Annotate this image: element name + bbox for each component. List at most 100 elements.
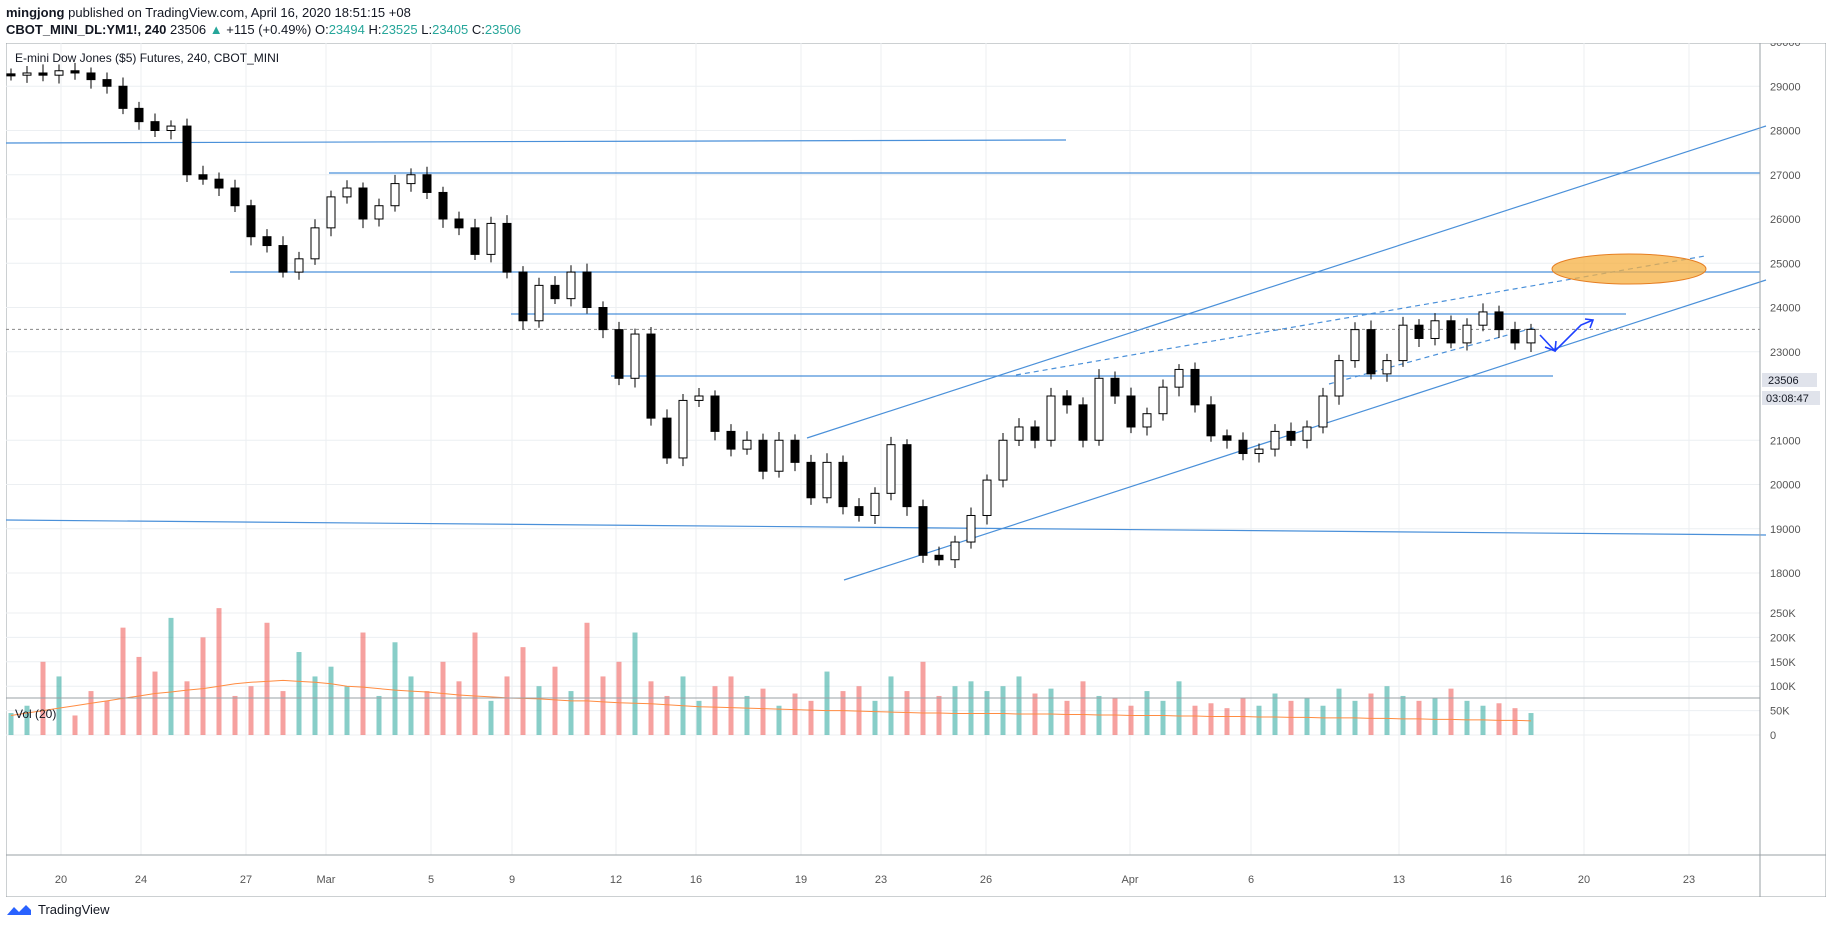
volume-bar: [1416, 700, 1422, 735]
volume-bar: [1224, 708, 1230, 735]
last-price-tag: [1762, 373, 1817, 387]
volume-bar: [632, 632, 638, 735]
volume-bar: [744, 695, 750, 735]
candle-body: [662, 417, 672, 459]
candle-body: [1238, 439, 1248, 455]
candle-body: [1318, 395, 1328, 428]
time-tick-label: 19: [795, 874, 807, 886]
volume-axis[interactable]: 0 50K 100K 150K 200K 250K: [1770, 608, 1796, 742]
trend-line[interactable]: [6, 519, 1767, 536]
chart-title: E-mini Dow Jones ($5) Futures, 240, CBOT…: [15, 51, 279, 65]
candle-body: [1142, 413, 1152, 428]
candle-body: [1270, 430, 1280, 450]
volume-bar: [472, 632, 478, 735]
volume-bar: [872, 700, 878, 735]
candle-body: [566, 271, 576, 300]
chart-header: mingjong published on TradingView.com, A…: [6, 4, 521, 38]
volume-bar: [1368, 693, 1374, 735]
volume-bar: [840, 691, 846, 735]
candle-body: [294, 258, 304, 273]
author-name[interactable]: mingjong: [6, 5, 65, 20]
candle-body: [118, 85, 128, 109]
time-tick-label: 23: [875, 874, 887, 886]
volume-bar: [216, 608, 222, 735]
volume-bar: [1144, 691, 1150, 735]
candle-body: [1254, 448, 1264, 455]
close-value: 23506: [484, 22, 522, 37]
volume-bar: [520, 647, 526, 735]
volume-bar: [952, 686, 958, 735]
volume-tick-label: 0: [1770, 730, 1776, 742]
volume-bar: [264, 622, 270, 735]
price-tick-label: 27000: [1770, 170, 1801, 182]
candle-body: [1382, 360, 1392, 375]
candle-body: [246, 205, 256, 238]
volume-bar: [1016, 676, 1022, 735]
footer: TradingView: [6, 902, 110, 917]
volume-bar: [1496, 703, 1502, 735]
candles-series: [6, 62, 1536, 568]
candle-body: [982, 479, 992, 516]
volume-bar: [1432, 698, 1438, 735]
last-price: 23506: [170, 22, 207, 37]
volume-bar: [296, 652, 302, 735]
tradingview-brand[interactable]: TradingView: [38, 902, 110, 917]
candle-body: [70, 70, 80, 74]
low-label: L:: [421, 22, 433, 37]
chart-canvas[interactable]: 1800019000200002100022000230002400025000…: [6, 43, 1826, 897]
volume-bar: [456, 681, 462, 735]
price-tick-label: 21000: [1770, 435, 1801, 447]
candle-body: [998, 439, 1008, 481]
volume-bar: [584, 622, 590, 735]
price-tick-label: 29000: [1770, 81, 1801, 93]
candle-body: [54, 70, 64, 76]
volume-bar: [312, 676, 318, 735]
candle-body: [1014, 426, 1024, 441]
candle-body: [1078, 404, 1088, 441]
candle-body: [470, 227, 480, 255]
time-tick-label: Apr: [1121, 874, 1138, 886]
volume-bar: [488, 700, 494, 735]
target-zone-ellipse[interactable]: [1551, 253, 1707, 285]
candle-body: [1430, 320, 1440, 339]
candle-body: [1366, 329, 1376, 375]
candle-body: [358, 187, 368, 220]
candle-body: [38, 72, 48, 76]
volume-bar: [184, 681, 190, 735]
time-tick-label: 6: [1248, 874, 1254, 886]
published-info: published on TradingView.com, April 16, …: [68, 5, 411, 20]
candle-body: [502, 222, 512, 273]
candle-body: [1334, 360, 1344, 397]
candle-body: [262, 236, 272, 247]
candle-body: [1126, 395, 1136, 428]
candle-body: [678, 399, 688, 459]
candle-body: [310, 227, 320, 260]
time-tick-label: 20: [55, 874, 67, 886]
tradingview-logo-icon[interactable]: [6, 903, 32, 917]
volume-bar: [936, 695, 942, 735]
up-arrow-icon: ▲: [209, 22, 223, 37]
volume-bar: [1000, 686, 1006, 735]
volume-bar: [1512, 708, 1518, 735]
channel-line-upper[interactable]: [806, 125, 1767, 439]
candle-body: [1174, 368, 1184, 388]
volume-bar: [424, 691, 430, 735]
drawing-tools[interactable]: [6, 125, 1767, 581]
volume-bar: [568, 691, 574, 735]
price-axis[interactable]: 1800019000200002100022000230002400025000…: [1770, 43, 1801, 580]
volume-bar: [600, 676, 606, 735]
time-axis[interactable]: 20 24 27 Mar 5 9 12 16 19 23 26 Apr 6 13 16 20 23: [55, 874, 1695, 886]
candle-body: [198, 174, 208, 180]
volume-bar: [1112, 698, 1118, 735]
candle-body: [646, 333, 656, 419]
volume-bar: [552, 666, 558, 735]
candle-body: [534, 284, 544, 322]
candle-body: [870, 492, 880, 516]
candle-body: [22, 72, 32, 76]
time-tick-label: 5: [428, 874, 434, 886]
candle-body: [550, 284, 560, 300]
candle-body: [1190, 368, 1200, 406]
candle-body: [1478, 311, 1488, 326]
projection-arrow[interactable]: [1539, 319, 1594, 353]
price-tick-label: 18000: [1770, 568, 1801, 580]
